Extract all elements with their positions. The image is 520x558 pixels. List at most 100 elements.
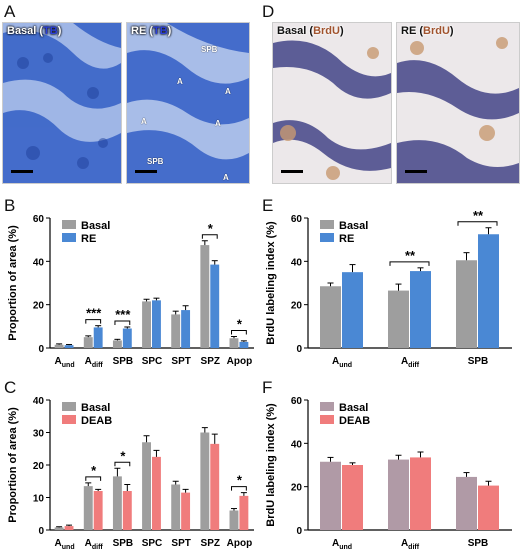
bar-deab xyxy=(239,495,249,530)
y-tick-label: 60 xyxy=(33,214,45,225)
bar-basal xyxy=(112,340,122,348)
x-tick-label: Aund xyxy=(55,538,75,551)
micrograph-caption: Basal (TB) xyxy=(7,25,62,37)
y-tick-label: 40 xyxy=(291,257,303,268)
legend-swatch xyxy=(62,402,76,411)
scale-bar xyxy=(405,170,427,173)
micrograph-basal-tb: Basal (TB) xyxy=(2,22,122,184)
y-tick-label: 40 xyxy=(33,257,45,268)
brdu-tissue-image xyxy=(397,23,519,183)
bar-re xyxy=(239,341,249,348)
micrograph-re-brdu: RE (BrdU) xyxy=(396,22,520,184)
x-tick-label: SPZ xyxy=(201,356,220,367)
significance-label: *** xyxy=(86,306,102,321)
chart-f-brdu-deab: 0 20 40 60 BrdU labeling index (%) Aund Adiff S… xyxy=(265,396,512,551)
bar-basal xyxy=(229,510,239,530)
bar-basal xyxy=(142,442,151,530)
annotation-a: A xyxy=(223,173,229,182)
micrograph-caption: RE (BrdU) xyxy=(401,25,454,37)
annotation-a: A xyxy=(177,77,183,86)
significance-label: * xyxy=(120,448,126,463)
legend-label: Basal xyxy=(81,402,110,414)
significance-bracket xyxy=(85,476,102,481)
bar-basal xyxy=(456,260,477,348)
bar-re xyxy=(410,271,431,348)
legend-swatch xyxy=(320,220,334,229)
bar-re xyxy=(122,328,132,348)
legend-swatch xyxy=(320,415,334,424)
bar-basal xyxy=(229,338,239,348)
bar-re xyxy=(152,300,161,348)
bar-basal xyxy=(320,461,341,530)
bar-deab xyxy=(478,485,499,530)
bar-basal xyxy=(388,290,409,348)
legend-swatch xyxy=(62,415,76,424)
tb-tissue-image xyxy=(3,23,121,183)
significance-label: ** xyxy=(473,208,484,223)
legend-swatch xyxy=(320,402,334,411)
scale-bar xyxy=(135,170,157,173)
y-axis-label: Proportion of area (%) xyxy=(7,407,19,523)
x-tick-label: SPB xyxy=(113,538,134,549)
bar-basal xyxy=(112,476,122,530)
significance-bracket xyxy=(389,261,430,266)
bar-basal xyxy=(200,245,210,348)
significance-label: * xyxy=(91,463,97,478)
legend-label: RE xyxy=(81,233,96,245)
panel-label-c: C xyxy=(4,378,17,397)
y-tick-label: 20 xyxy=(33,301,45,312)
bar-deab xyxy=(93,491,103,530)
x-tick-label: Adiff xyxy=(401,356,420,369)
legend-label: DEAB xyxy=(81,415,112,427)
bar-basal xyxy=(200,432,210,530)
y-tick-label: 20 xyxy=(33,461,45,472)
bar-deab xyxy=(181,492,191,530)
bar-basal xyxy=(171,314,181,348)
y-tick-label: 40 xyxy=(33,396,45,407)
bar-basal xyxy=(54,344,64,348)
significance-label: * xyxy=(237,317,243,332)
significance-bracket xyxy=(201,234,218,239)
legend-label: DEAB xyxy=(339,415,370,427)
bar-re xyxy=(210,264,220,348)
x-tick-label: Aund xyxy=(55,356,75,369)
bar-deab xyxy=(152,456,161,530)
brdu-tissue-image xyxy=(273,23,391,183)
y-tick-label: 40 xyxy=(291,439,303,450)
chart-c-proportion-deab: 0 10 20 30 40 Proportion of area (%) Aund Adiff… xyxy=(7,396,254,551)
y-tick-label: 10 xyxy=(33,494,45,505)
bar-re xyxy=(93,327,103,348)
y-tick-label: 60 xyxy=(291,214,303,225)
micrograph-caption: Basal (BrdU) xyxy=(277,25,344,37)
x-tick-label: Adiff xyxy=(401,538,420,551)
micrograph-caption: RE (TB) xyxy=(131,25,172,37)
bar-re xyxy=(342,272,363,348)
bar-basal xyxy=(456,476,477,530)
annotation-spb: SPB xyxy=(201,45,218,54)
x-tick-label: Aund xyxy=(332,538,352,551)
x-tick-label: SPT xyxy=(171,356,190,367)
y-axis-label: Proportion of area (%) xyxy=(7,225,19,341)
bar-basal xyxy=(320,286,341,348)
x-tick-label: Apop xyxy=(227,538,253,549)
x-tick-label: SPB xyxy=(468,356,489,367)
bar-deab xyxy=(210,443,220,530)
y-tick-label: 0 xyxy=(296,526,302,537)
significance-label: *** xyxy=(115,307,131,322)
y-tick-label: 0 xyxy=(296,344,302,355)
y-axis-label: BrdU labeling index (%) xyxy=(265,221,277,345)
annotation-spb: SPB xyxy=(147,157,164,166)
significance-bracket xyxy=(114,461,131,467)
legend-label: Basal xyxy=(339,402,368,414)
bar-re xyxy=(181,310,191,348)
x-tick-label: SPC xyxy=(142,538,163,549)
annotation-a: A xyxy=(215,119,221,128)
panel-label-a: A xyxy=(4,2,16,21)
x-tick-label: Aund xyxy=(332,356,352,369)
bar-basal xyxy=(142,301,151,348)
legend-swatch xyxy=(62,233,76,242)
significance-bracket xyxy=(231,486,247,491)
legend-label: RE xyxy=(339,233,354,245)
legend-label: Basal xyxy=(339,220,368,232)
